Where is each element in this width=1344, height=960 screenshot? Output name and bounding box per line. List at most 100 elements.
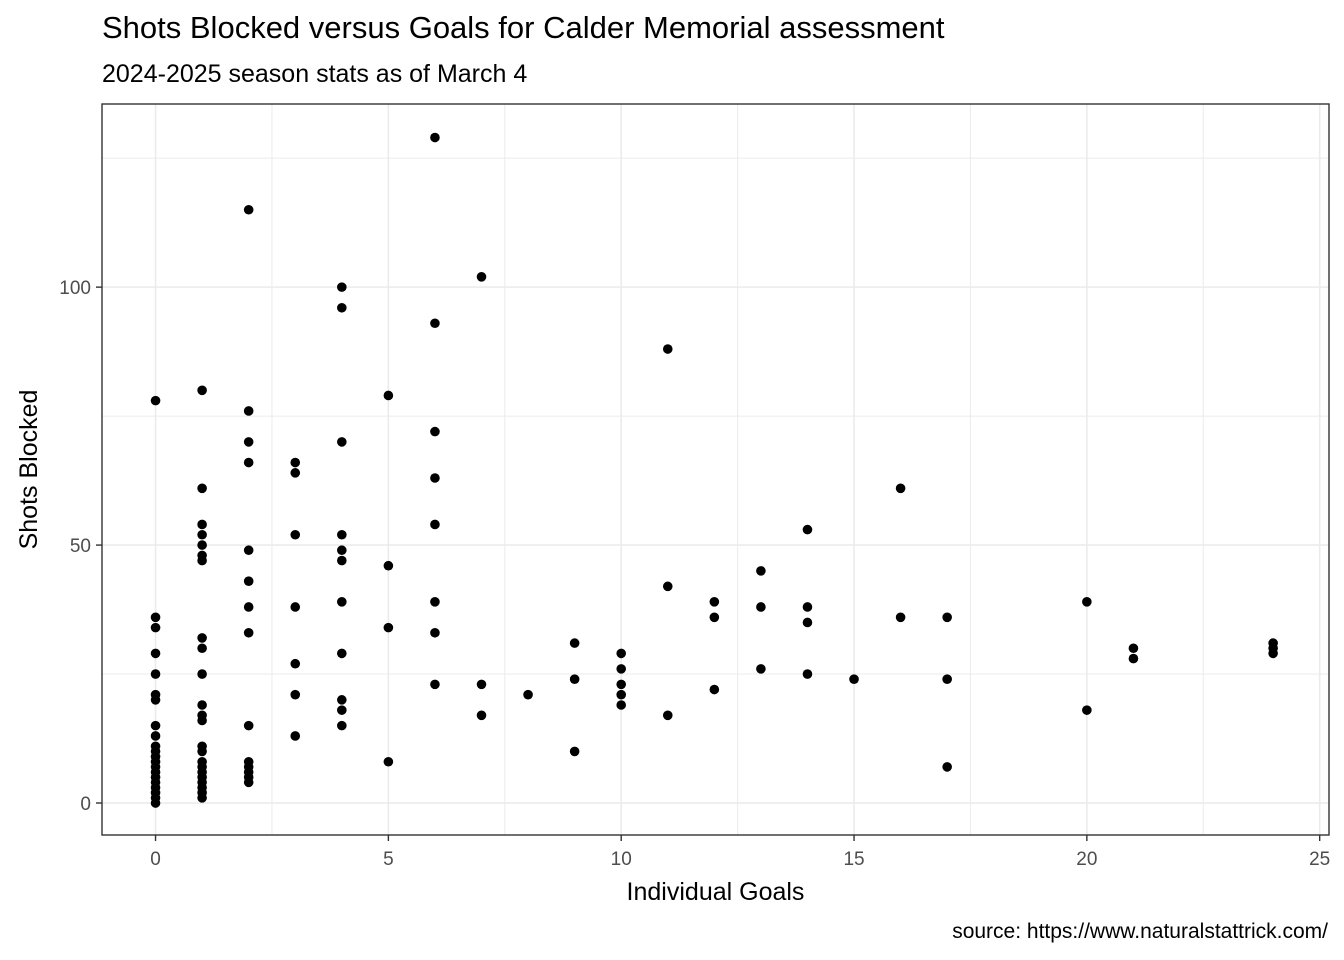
data-point [337,302,347,313]
data-point [942,674,952,685]
data-point [430,627,440,638]
data-point [243,545,254,556]
data-point [523,689,533,700]
data-point [383,560,394,571]
data-point [290,689,301,700]
data-point [337,282,347,292]
y-tick-label: 100 [59,278,91,299]
data-point [197,643,207,654]
data-point [337,545,347,556]
y-tick-label: 50 [70,536,91,557]
data-point [150,622,161,633]
data-point [243,204,254,215]
points-layer [150,132,1278,808]
x-tick-label: 5 [383,849,394,870]
data-point [150,648,161,659]
data-point [197,633,207,643]
data-point [197,669,207,679]
data-point [337,529,347,540]
data-point [150,395,161,406]
data-point [243,457,254,468]
data-point [1128,643,1139,654]
data-point [616,700,627,710]
data-point [802,602,813,612]
data-point [430,597,440,607]
data-point [290,602,301,612]
data-point [197,540,207,550]
x-tick-label: 0 [150,849,161,870]
grid-layer [102,104,1329,835]
x-tick-label: 20 [1076,849,1097,870]
data-point [150,731,161,741]
data-point [290,529,301,540]
data-point [197,385,207,396]
data-point [150,720,161,731]
x-axis-label: Individual Goals [627,878,805,906]
data-point [476,679,487,690]
data-point [243,777,254,788]
data-point [197,529,207,540]
data-point [337,705,347,715]
data-point [1268,648,1278,659]
data-point [1128,653,1139,664]
data-point [150,612,161,623]
data-point [290,731,301,741]
data-point [476,710,487,721]
data-point [150,798,161,808]
data-point [1082,597,1092,607]
data-point [383,390,394,401]
y-axis-label: Shots Blocked [15,390,43,550]
data-point [430,519,440,530]
data-point [430,679,440,690]
data-point [243,576,254,586]
data-point [1082,705,1092,715]
data-point [756,664,766,674]
data-point [243,602,254,612]
data-point [942,612,952,623]
source-caption: source: https://www.naturalstattrick.com… [952,920,1328,943]
data-point [337,555,347,566]
data-point [569,746,580,757]
data-point [430,473,440,483]
data-point [662,710,673,721]
data-point [197,700,207,710]
data-point [430,132,440,143]
data-point [150,669,161,679]
data-point [150,695,161,705]
data-point [197,519,207,530]
panel-border [101,103,1330,836]
data-point [709,684,720,695]
x-tick-label: 15 [843,849,864,870]
data-point [197,746,207,757]
data-point [337,648,347,659]
data-point [616,648,627,659]
data-point [476,272,487,282]
chart-title: Shots Blocked versus Goals for Calder Me… [102,10,945,45]
data-point [337,597,347,607]
data-point [290,468,301,478]
x-tick-label: 25 [1309,849,1330,870]
data-point [569,638,580,648]
data-point [802,524,813,535]
data-point [709,612,720,623]
data-point [802,617,813,628]
data-point [243,720,254,731]
data-point [243,627,254,638]
data-point [337,695,347,705]
data-point [616,679,627,690]
data-point [430,318,440,329]
data-point [383,756,394,767]
data-point [942,762,952,772]
data-point [662,581,673,592]
data-point [290,658,301,669]
data-point [616,689,627,700]
data-point [802,669,813,679]
data-point [197,715,207,726]
data-point [895,483,906,494]
chart-subtitle: 2024-2025 season stats as of March 4 [102,60,528,88]
y-tick-label: 0 [80,794,91,815]
data-point [337,437,347,447]
data-point [430,426,440,437]
data-point [709,597,720,607]
